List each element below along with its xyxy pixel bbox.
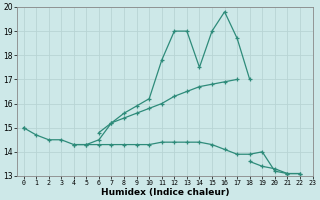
- X-axis label: Humidex (Indice chaleur): Humidex (Indice chaleur): [101, 188, 229, 197]
